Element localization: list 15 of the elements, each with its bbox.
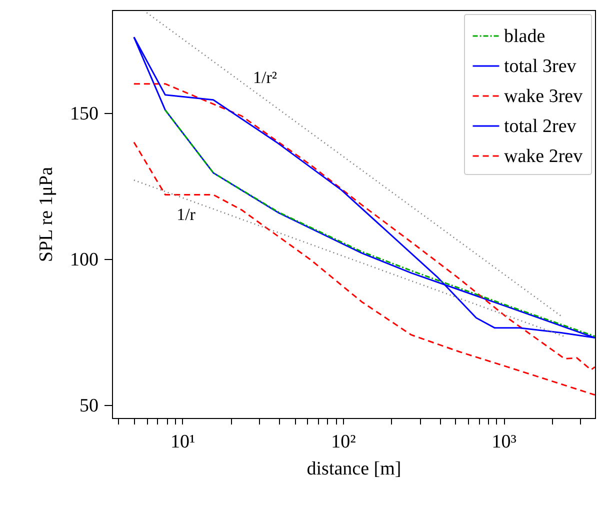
legend-label: total 3rev xyxy=(504,56,577,77)
x-axis-title: distance [m] xyxy=(306,458,402,480)
x-tick-label: 10³ xyxy=(492,432,517,452)
legend-label: wake 3rev xyxy=(504,86,584,107)
legend-label: blade xyxy=(504,26,546,47)
annotation: 1/r xyxy=(176,205,196,224)
legend-label: wake 2rev xyxy=(504,146,584,167)
y-tick-label: 100 xyxy=(70,249,98,270)
x-tick-label: 10² xyxy=(331,432,356,452)
legend-label: total 2rev xyxy=(504,116,577,137)
annotation: 1/r² xyxy=(253,68,277,87)
y-tick-label: 50 xyxy=(80,395,98,416)
y-tick-label: 150 xyxy=(70,104,98,125)
y-axis-title: SPL re 1μPa xyxy=(36,166,57,262)
x-tick-label: 10¹ xyxy=(170,432,196,452)
